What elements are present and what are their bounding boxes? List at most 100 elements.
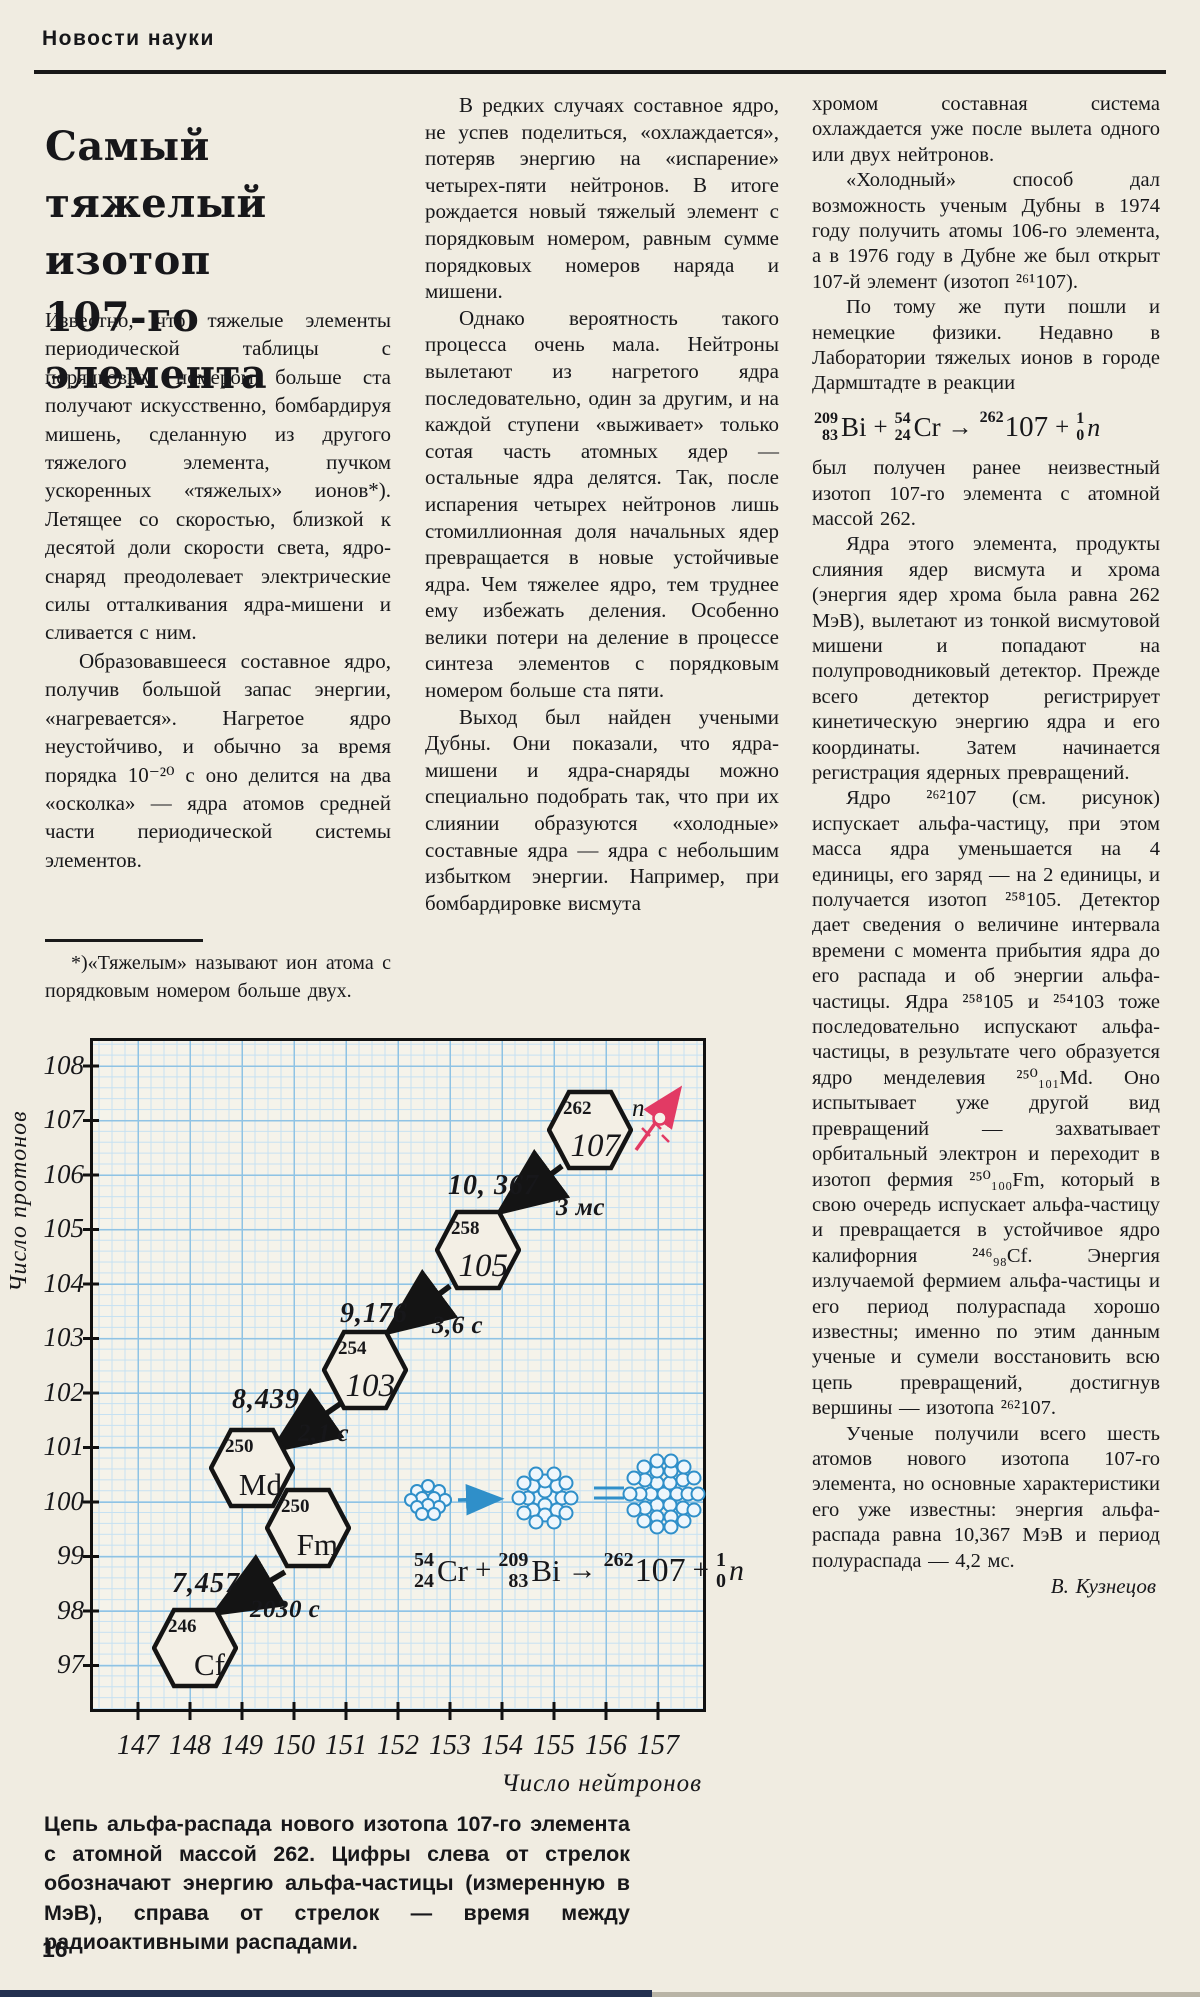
article-title: Самый тяжелый изотоп 107-го элемента (45, 118, 397, 403)
paragraph: Однако вероятность такого процесса очень… (425, 305, 779, 703)
y-tick: 107 (43, 1104, 85, 1134)
nuclide-name: 103 (345, 1368, 396, 1404)
paragraph: Образовавшееся составное ядро, получив б… (45, 648, 391, 872)
paragraph: Ядра этого элемента, продукты слияния яд… (812, 533, 1160, 784)
paragraph: Ученые получили всего шесть атомов новог… (812, 1422, 1160, 1572)
decay-time-label: 3,6 с (432, 1312, 484, 1339)
paragraph: «Холодный» способ дал возможность ученым… (812, 169, 1160, 293)
isotope-numbers: 209 83 (814, 409, 838, 444)
column-1: Известно, что тяжелые элементы периодиче… (45, 306, 391, 874)
x-axis-title: Число нейтронов (501, 1770, 702, 1797)
scan-edge-dark (0, 1990, 652, 1997)
element-symbol: Bi (531, 1553, 561, 1589)
y-axis-title: Число протонов (6, 1110, 32, 1292)
nuclide-262-107: 262 107 (547, 1088, 633, 1172)
header-rule (34, 70, 1166, 74)
nuclide-254-103: 254 103 (322, 1328, 408, 1412)
y-tick: 104 (43, 1268, 85, 1298)
paragraph: Известно, что тяжелые элементы периодиче… (45, 308, 391, 645)
column-3: хромом составная система охлаждается уже… (812, 92, 1160, 1599)
alpha-energy-label: 7,457 (172, 1568, 240, 1599)
y-tick: 103 (43, 1322, 85, 1352)
y-tick: 101 (43, 1431, 85, 1461)
nuclide-name: 105 (458, 1248, 509, 1284)
nuclide-name: Cf (194, 1647, 225, 1682)
mass-number: 250 (281, 1496, 310, 1517)
nuclide-name: 107 (570, 1128, 621, 1164)
x-tick: 153 (429, 1730, 471, 1761)
plus-sign: + (475, 1554, 492, 1587)
author-byline: В. Кузнецов (1050, 1574, 1156, 1598)
neutron-symbol: n (1087, 412, 1101, 442)
x-tick: 155 (533, 1730, 575, 1761)
alpha-energy-label: 8,439 (232, 1384, 300, 1415)
x-tick: 150 (273, 1730, 315, 1761)
paragraph: По тому же пути пошли и немецкие физики.… (812, 296, 1160, 395)
plus-sign: + (1055, 414, 1070, 441)
mass-number: 246 (168, 1616, 197, 1637)
y-tick: 99 (57, 1540, 84, 1570)
footnote: *)«Тяжелым» называют ион атома с порядко… (45, 952, 391, 1002)
title-line-2: изотоп (45, 237, 211, 284)
nuclide-250-Md: 250 Md (209, 1426, 295, 1510)
arrow-symbol: → (567, 1554, 597, 1587)
nuclide-250-Fm: 250 Fm (265, 1486, 351, 1570)
arrow-symbol: → (947, 414, 973, 441)
mass-number: 262 (603, 1549, 634, 1572)
x-tick: 152 (377, 1730, 419, 1761)
x-tick: 154 (481, 1730, 523, 1761)
element-symbol: Bi (841, 412, 867, 442)
paragraph: хромом составная система охлаждается уже… (812, 93, 1160, 166)
neutron-symbol: n (729, 1553, 745, 1587)
element-symbol: Cr (437, 1553, 468, 1589)
y-tick: 102 (43, 1377, 85, 1407)
x-tick: 147 (117, 1730, 159, 1761)
mass-number: 258 (451, 1218, 480, 1239)
paragraph: Ядро ²⁶²107 (см. рисунок) испускает альф… (812, 787, 1160, 1420)
title-line-3: 107-го элемента (45, 294, 268, 398)
paragraph: В редких случаях составное ядро, не успе… (425, 93, 779, 304)
footnote-rule (45, 939, 203, 942)
element-symbol: Cr (913, 412, 941, 442)
element-number: 107 (1004, 411, 1049, 443)
page-number: 16 (42, 1936, 68, 1962)
mass-number: 262 (563, 1098, 592, 1119)
nuclide-name: Fm (296, 1527, 338, 1562)
paragraph: Выход был найден учеными Дубны. Они пока… (425, 704, 779, 915)
mass-number: 250 (225, 1436, 254, 1457)
x-tick: 149 (221, 1730, 263, 1761)
decay-time-label: 2,1 с (298, 1420, 350, 1447)
plus-sign: + (692, 1554, 710, 1587)
x-tick: 148 (169, 1730, 211, 1761)
figure-caption: Цепь альфа-распада нового изотопа 107-го… (44, 1812, 630, 1954)
decay-time-label: 3 мс (556, 1194, 605, 1221)
decay-time-label: 2030 с (250, 1596, 321, 1623)
y-tick: 100 (43, 1486, 85, 1516)
mass-number: 262 (979, 408, 1004, 426)
column-2: В редких случаях составное ядро, не успе… (425, 92, 779, 916)
y-tick: 98 (57, 1595, 84, 1625)
isotope-numbers: 209 83 (498, 1549, 529, 1592)
alpha-energy-label: 9,176 (340, 1298, 408, 1329)
paragraph: был получен ранее неизвестный изотоп 107… (812, 457, 1160, 530)
alpha-energy-label: 10, 367 (448, 1170, 539, 1201)
mass-number: 254 (338, 1338, 367, 1359)
plus-sign: + (873, 414, 888, 441)
x-tick: 157 (637, 1730, 679, 1761)
isotope-numbers: 54 24 (894, 409, 911, 444)
scan-edge-light (652, 1992, 1200, 1997)
x-tick: 156 (585, 1730, 627, 1761)
y-tick: 105 (43, 1213, 85, 1243)
isotope-numbers: 54 24 (414, 1549, 434, 1592)
y-tick: 108 (43, 1050, 85, 1080)
nuclide-258-105: 258 105 (435, 1208, 521, 1292)
title-line-1: Самый тяжелый (45, 123, 267, 227)
x-tick: 151 (325, 1730, 367, 1761)
nuclide-246-Cf: 246 Cf (152, 1606, 238, 1690)
section-header: Новости науки (42, 27, 215, 50)
nuclide-name: Md (238, 1467, 282, 1502)
